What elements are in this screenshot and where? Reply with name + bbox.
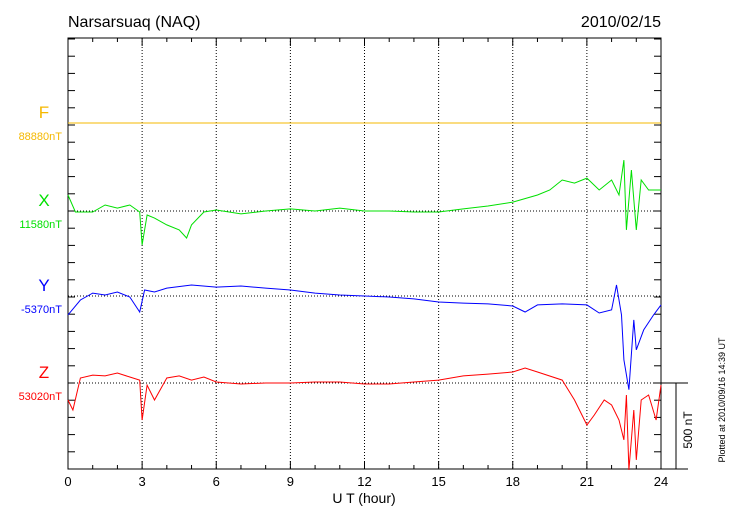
series-label-f: F — [39, 103, 49, 122]
series-label-y: Y — [38, 276, 49, 295]
baseline-value-f: 88880nT — [19, 131, 63, 143]
x-tick-label: 18 — [506, 474, 520, 489]
series-label-x: X — [38, 191, 49, 210]
trace-x — [67, 160, 661, 245]
trace-y — [67, 284, 662, 390]
x-tick-label: 6 — [213, 474, 220, 489]
x-tick-label: 3 — [139, 474, 146, 489]
x-tick-label: 21 — [580, 474, 594, 489]
baseline-value-z: 53020nT — [19, 391, 63, 403]
x-tick-label: 9 — [287, 474, 294, 489]
chart-title: Narsarsuaq (NAQ) — [68, 14, 200, 31]
baseline-value-x: 11580nT — [19, 219, 62, 231]
scale-bar-label: 500 nT — [681, 411, 695, 449]
x-tick-label: 24 — [654, 474, 668, 489]
x-tick-label: 0 — [64, 474, 71, 489]
series-label-z: Z — [39, 363, 49, 382]
x-tick-label: 12 — [357, 474, 371, 489]
plotted-at-footer: Plotted at 2010/09/16 14:39 UT — [717, 337, 727, 463]
x-tick-label: 15 — [431, 474, 445, 489]
trace-z — [67, 367, 662, 470]
baseline-value-y: -5370nT — [21, 304, 62, 316]
x-axis-label: U T (hour) — [332, 490, 395, 506]
chart-date: 2010/02/15 — [581, 14, 661, 31]
